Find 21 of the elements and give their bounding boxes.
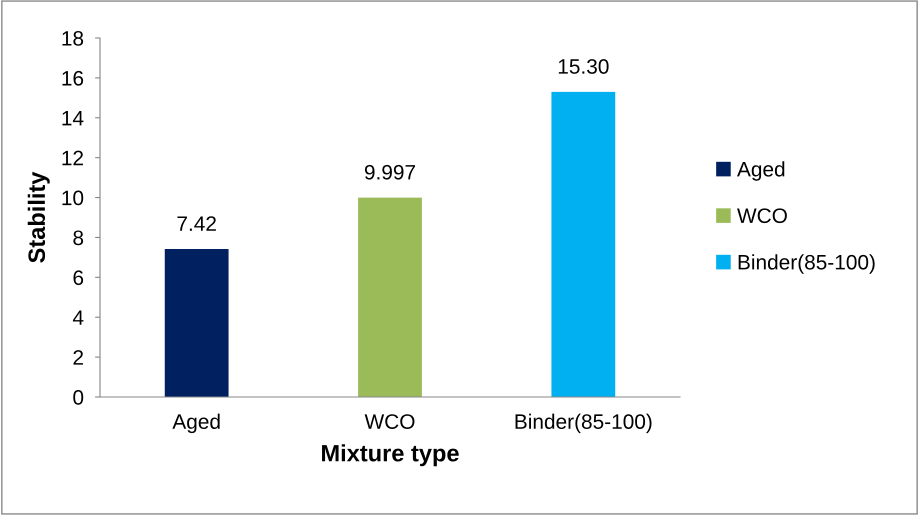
legend-label: Binder(85-100): [738, 254, 875, 274]
y-tick-label: 12: [62, 150, 83, 166]
x-axis-title: Mixture type: [322, 444, 459, 466]
x-tick-label: WCO: [364, 414, 414, 429]
y-tick-label: 6: [74, 270, 84, 286]
x-tick-label: Binder(85-100): [516, 414, 652, 434]
y-axis-title: Stability: [28, 172, 50, 263]
data-label: 15.30: [558, 59, 609, 74]
data-label: 7.42: [177, 216, 216, 231]
y-tick-label: 8: [73, 230, 84, 246]
legend-label: WCO: [737, 208, 787, 224]
y-tick-label: 14: [62, 110, 84, 126]
y-tick-label: 16: [62, 70, 84, 86]
y-tick-label: 2: [73, 350, 83, 365]
y-tick-label: 0: [73, 390, 84, 405]
legend-label: Aged: [737, 161, 784, 181]
y-tick-label: 18: [62, 31, 84, 46]
x-tick-label: Aged: [172, 414, 220, 434]
y-tick-label: 4: [72, 310, 84, 325]
y-tick-label: 10: [62, 190, 84, 206]
data-label: 9.997: [364, 164, 416, 180]
